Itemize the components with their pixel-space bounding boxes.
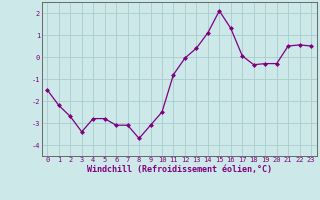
- X-axis label: Windchill (Refroidissement éolien,°C): Windchill (Refroidissement éolien,°C): [87, 165, 272, 174]
